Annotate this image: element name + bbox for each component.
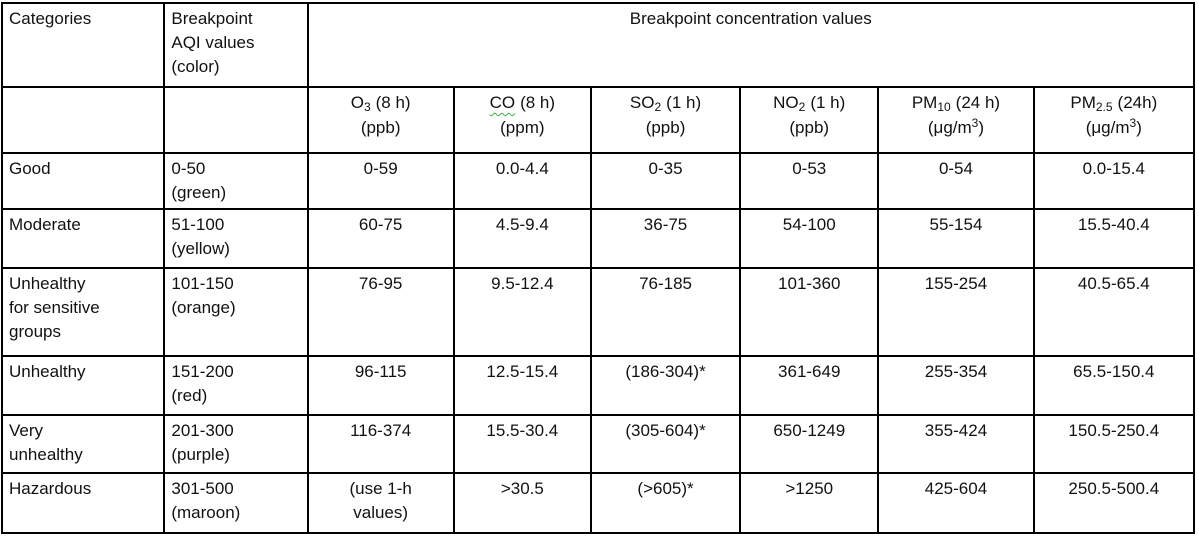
pollutant-unit: (ppb) <box>645 118 686 137</box>
value-cell: 36-75 <box>589 208 742 269</box>
row-unhealthy: Unhealthy 151-200 (red) 96-115 12.5-15.4 … <box>0 355 1196 416</box>
value-cell: 76-95 <box>306 267 455 357</box>
col-header-o3: O3 (8 h) (ppb) <box>306 86 455 154</box>
value-cell: 0-53 <box>739 152 880 210</box>
value-cell: 425-604 <box>877 472 1035 534</box>
aqi-range-cell: 301-500 (maroon) <box>163 472 309 534</box>
pollutant-symbol: PM2.5 (24h) <box>1070 93 1158 114</box>
value-cell: 0-54 <box>877 152 1035 210</box>
value-cell: 155-254 <box>877 267 1035 357</box>
empty-cell <box>163 86 309 154</box>
pollutant-unit: (μg/m3) <box>1085 116 1142 137</box>
col-header-pm25: PM2.5 (24h) (μg/m3) <box>1032 86 1196 154</box>
value-cell: 9.5-12.4 <box>452 267 592 357</box>
value-cell: 15.5-30.4 <box>452 414 592 474</box>
value-cell: 0-59 <box>306 152 455 210</box>
row-unhealthy-sensitive: Unhealthy for sensitive groups 101-150 (o… <box>0 267 1196 357</box>
value-cell: 250.5-500.4 <box>1032 472 1196 534</box>
value-cell: 54-100 <box>739 208 880 269</box>
aqi-range-cell: 0-50 (green) <box>163 152 309 210</box>
value-cell: 361-649 <box>739 355 880 416</box>
category-cell: Hazardous <box>0 472 166 534</box>
row-moderate: Moderate 51-100 (yellow) 60-75 4.5-9.4 36… <box>0 208 1196 269</box>
category-cell: Good <box>0 152 166 210</box>
spellcheck-underline: CO <box>489 93 516 112</box>
header-row-2: O3 (8 h) (ppb) CO (8 h) (ppm) SO2 (1 h) (pp… <box>0 86 1196 154</box>
header-line: Breakpoint <box>171 9 253 28</box>
pollutant-symbol: NO2 (1 h) <box>773 93 846 114</box>
row-good: Good 0-50 (green) 0-59 0.0-4.4 0-35 0-53 … <box>0 152 1196 210</box>
category-cell: Unhealthy <box>0 355 166 416</box>
value-cell: 65.5-150.4 <box>1032 355 1196 416</box>
value-cell: 650-1249 <box>739 414 880 474</box>
value-cell: 101-360 <box>739 267 880 357</box>
concentration-values-header: Breakpoint concentration values <box>306 2 1196 88</box>
aqi-range-cell: 101-150 (orange) <box>163 267 309 357</box>
value-cell: 355-424 <box>877 414 1035 474</box>
categories-header: Categories <box>0 2 166 88</box>
value-cell: (305-604)* <box>589 414 742 474</box>
value-cell: 0.0-4.4 <box>452 152 592 210</box>
col-header-pm10: PM10 (24 h) (μg/m3) <box>877 86 1035 154</box>
category-cell: Very unhealthy <box>0 414 166 474</box>
value-cell: 40.5-65.4 <box>1032 267 1196 357</box>
value-cell: 96-115 <box>306 355 455 416</box>
pollutant-symbol: SO2 (1 h) <box>629 93 702 114</box>
col-header-co: CO (8 h) (ppm) <box>452 86 592 154</box>
pollutant-unit: (ppb) <box>789 118 830 137</box>
category-cell: Unhealthy for sensitive groups <box>0 267 166 357</box>
value-cell: 0.0-15.4 <box>1032 152 1196 210</box>
value-cell: >1250 <box>739 472 880 534</box>
aqi-range-cell: 51-100 (yellow) <box>163 208 309 269</box>
value-cell: (use 1-h values) <box>306 472 455 534</box>
aqi-breakpoint-table: Categories Breakpoint AQI values (color)… <box>0 2 1196 534</box>
aqi-values-header: Breakpoint AQI values (color) <box>163 2 309 88</box>
empty-cell <box>0 86 166 154</box>
value-cell: 0-35 <box>589 152 742 210</box>
pollutant-unit: (ppb) <box>360 118 401 137</box>
aqi-range-cell: 151-200 (red) <box>163 355 309 416</box>
aqi-range-cell: 201-300 (purple) <box>163 414 309 474</box>
col-header-no2: NO2 (1 h) (ppb) <box>739 86 880 154</box>
value-cell: 116-374 <box>306 414 455 474</box>
pollutant-symbol: PM10 (24 h) <box>911 93 1001 114</box>
value-cell: 60-75 <box>306 208 455 269</box>
value-cell: 55-154 <box>877 208 1035 269</box>
value-cell: 150.5-250.4 <box>1032 414 1196 474</box>
pollutant-symbol: O3 (8 h) <box>350 93 411 114</box>
value-cell: 255-354 <box>877 355 1035 416</box>
col-header-so2: SO2 (1 h) (ppb) <box>589 86 742 154</box>
header-line: AQI values <box>171 33 255 52</box>
value-cell: 15.5-40.4 <box>1032 208 1196 269</box>
pollutant-symbol: CO (8 h) <box>489 93 556 112</box>
value-cell: (186-304)* <box>589 355 742 416</box>
row-hazardous: Hazardous 301-500 (maroon) (use 1-h value… <box>0 472 1196 534</box>
value-cell: (>605)* <box>589 472 742 534</box>
value-cell: 76-185 <box>589 267 742 357</box>
header-row-1: Categories Breakpoint AQI values (color)… <box>0 2 1196 88</box>
pollutant-unit: (μg/m3) <box>927 116 985 137</box>
category-cell: Moderate <box>0 208 166 269</box>
pollutant-unit: (ppm) <box>500 118 545 137</box>
value-cell: >30.5 <box>452 472 592 534</box>
value-cell: 4.5-9.4 <box>452 208 592 269</box>
value-cell: 12.5-15.4 <box>452 355 592 416</box>
row-very-unhealthy: Very unhealthy 201-300 (purple) 116-374 1… <box>0 414 1196 474</box>
header-line: (color) <box>171 57 220 76</box>
